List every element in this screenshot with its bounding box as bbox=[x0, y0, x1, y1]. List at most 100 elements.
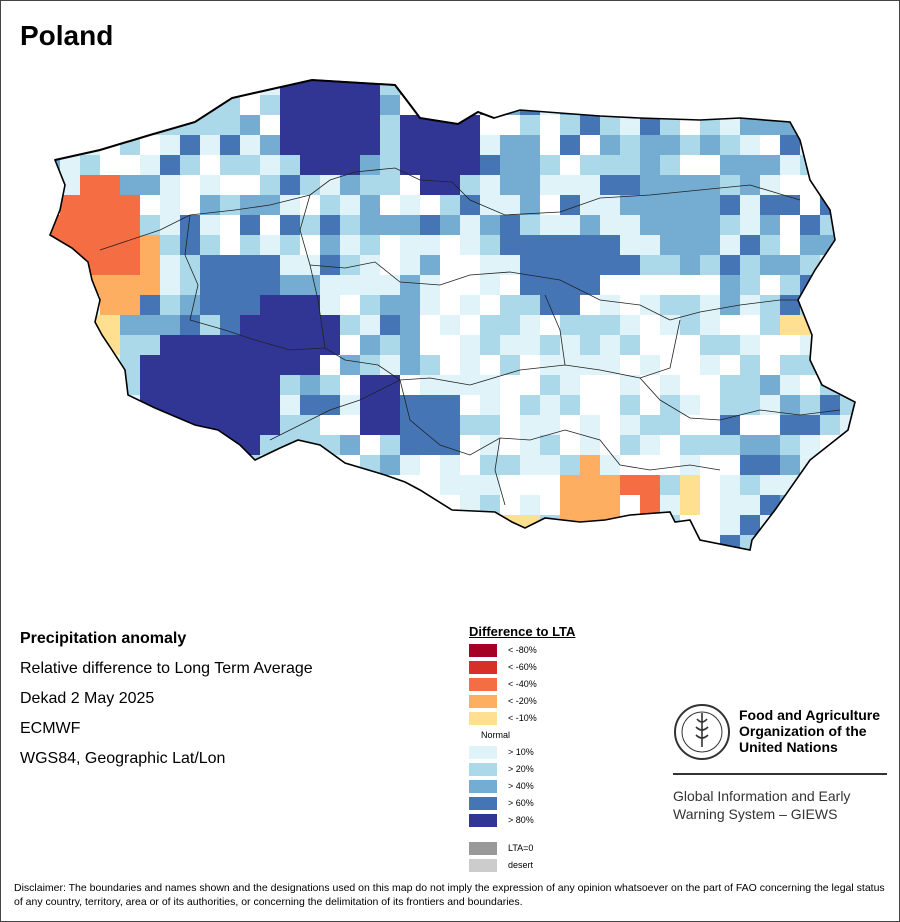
grid-cell bbox=[60, 315, 80, 335]
grid-cell bbox=[740, 355, 760, 375]
fao-name-line: Food and Agriculture bbox=[739, 707, 881, 723]
grid-cell bbox=[400, 235, 420, 255]
grid-cell bbox=[640, 515, 660, 535]
grid-cell bbox=[480, 535, 500, 550]
grid-cell bbox=[200, 215, 220, 235]
grid-cell bbox=[520, 335, 540, 355]
grid-cell bbox=[500, 95, 520, 115]
grid-cell bbox=[280, 275, 300, 295]
grid-cell bbox=[80, 115, 100, 135]
grid-cell bbox=[860, 175, 880, 195]
grid-cell bbox=[420, 415, 440, 435]
grid-cell bbox=[50, 535, 60, 550]
grid-cell bbox=[580, 80, 600, 95]
grid-cell bbox=[360, 315, 380, 335]
grid-cell bbox=[780, 255, 800, 275]
grid-cell bbox=[220, 415, 240, 435]
grid-cell bbox=[500, 435, 520, 455]
grid-cell bbox=[180, 275, 200, 295]
grid-cell bbox=[400, 355, 420, 375]
grid-cell bbox=[380, 515, 400, 535]
grid-cell bbox=[500, 175, 520, 195]
grid-cell bbox=[220, 155, 240, 175]
grid-cell bbox=[560, 155, 580, 175]
grid-cell bbox=[460, 315, 480, 335]
legend-swatch bbox=[469, 712, 497, 725]
grid-cell bbox=[480, 395, 500, 415]
grid-cell bbox=[820, 115, 840, 135]
grid-cell bbox=[640, 475, 660, 495]
grid-cell bbox=[540, 80, 560, 95]
grid-cell bbox=[260, 155, 280, 175]
grid-cell bbox=[320, 495, 340, 515]
grid-cell bbox=[260, 455, 280, 475]
grid-cell bbox=[200, 535, 220, 550]
grid-cell bbox=[720, 395, 740, 415]
grid-cell bbox=[380, 295, 400, 315]
grid-cell bbox=[100, 535, 120, 550]
grid-cell bbox=[140, 335, 160, 355]
grid-cell bbox=[540, 395, 560, 415]
grid-cell bbox=[560, 335, 580, 355]
grid-cell bbox=[160, 95, 180, 115]
grid-cell bbox=[280, 435, 300, 455]
grid-cell bbox=[340, 375, 360, 395]
grid-cell bbox=[520, 275, 540, 295]
grid-cell bbox=[120, 375, 140, 395]
grid-cell bbox=[500, 495, 520, 515]
grid-cell bbox=[460, 235, 480, 255]
grid-cell bbox=[280, 395, 300, 415]
grid-cell bbox=[400, 455, 420, 475]
grid-cell bbox=[600, 135, 620, 155]
grid-cell bbox=[520, 235, 540, 255]
grid-cell bbox=[600, 115, 620, 135]
grid-cell bbox=[660, 255, 680, 275]
grid-cell bbox=[580, 375, 600, 395]
grid-cell bbox=[140, 375, 160, 395]
grid-cell bbox=[740, 395, 760, 415]
grid-cell bbox=[240, 275, 260, 295]
grid-cell bbox=[560, 455, 580, 475]
grid-cell bbox=[200, 195, 220, 215]
grid-cell bbox=[340, 315, 360, 335]
grid-cell bbox=[700, 135, 720, 155]
grid-cell bbox=[180, 395, 200, 415]
grid-cell bbox=[460, 295, 480, 315]
grid-cell bbox=[260, 235, 280, 255]
grid-cell bbox=[520, 115, 540, 135]
grid-cell bbox=[720, 115, 740, 135]
grid-cell bbox=[680, 115, 700, 135]
grid-cell bbox=[660, 295, 680, 315]
grid-cell bbox=[240, 235, 260, 255]
grid-cell bbox=[540, 315, 560, 335]
grid-cell bbox=[560, 495, 580, 515]
grid-cell bbox=[160, 335, 180, 355]
grid-cell bbox=[600, 475, 620, 495]
grid-cell bbox=[200, 175, 220, 195]
grid-cell bbox=[300, 495, 320, 515]
grid-cell bbox=[840, 395, 855, 415]
grid-cell bbox=[260, 275, 280, 295]
grid-cell bbox=[60, 355, 80, 375]
grid-cell bbox=[360, 475, 380, 495]
grid-cell bbox=[340, 495, 360, 515]
grid-cell bbox=[580, 495, 600, 515]
grid-cell bbox=[700, 535, 720, 550]
grid-cell bbox=[440, 135, 460, 155]
grid-cell bbox=[700, 115, 720, 135]
grid-cell bbox=[560, 415, 580, 435]
grid-cell bbox=[860, 235, 880, 255]
grid-cell bbox=[380, 235, 400, 255]
grid-cell bbox=[480, 475, 500, 495]
legend-label: Normal bbox=[481, 730, 511, 740]
grid-cell bbox=[180, 80, 200, 95]
grid-cell bbox=[320, 275, 340, 295]
grid-cell bbox=[740, 515, 760, 535]
grid-cell bbox=[380, 435, 400, 455]
grid-cell bbox=[200, 275, 220, 295]
grid-cell bbox=[160, 355, 180, 375]
grid-cell bbox=[600, 455, 620, 475]
grid-cell bbox=[780, 515, 800, 535]
grid-cell bbox=[520, 255, 540, 275]
grid-cell bbox=[800, 535, 820, 550]
